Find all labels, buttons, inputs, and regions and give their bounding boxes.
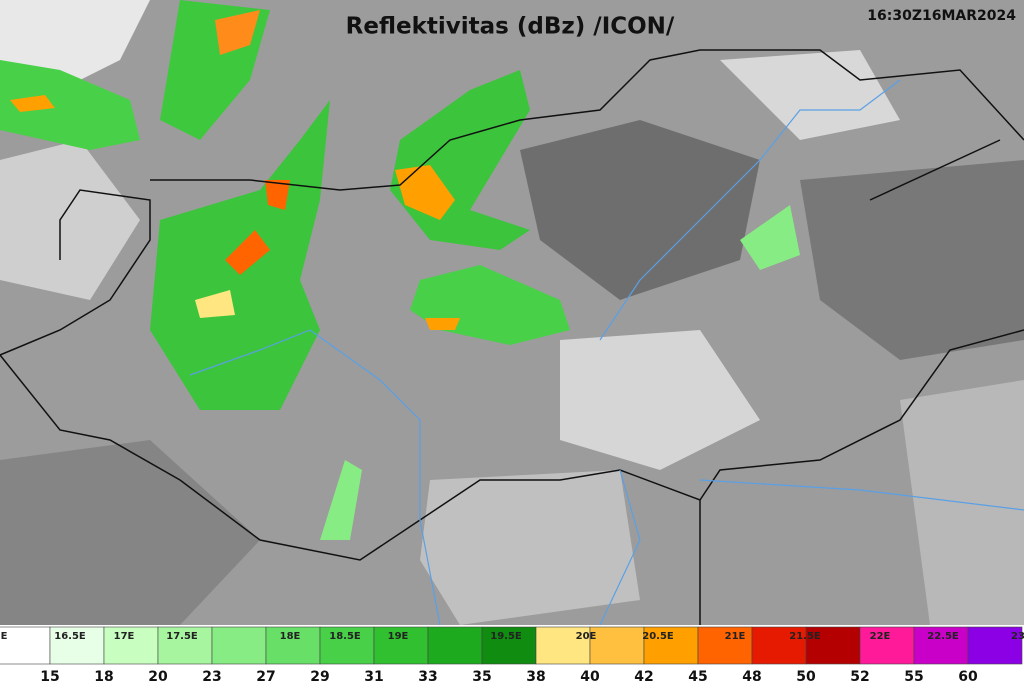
legend-swatch (103, 626, 159, 665)
legend-value: 20 (148, 669, 168, 685)
longitude-label: 18.5E (329, 631, 361, 642)
legend-swatch (265, 626, 321, 665)
longitude-label: E (1, 631, 8, 642)
longitude-label: 17.5E (166, 631, 198, 642)
legend-value: 33 (418, 669, 437, 685)
radar-core (215, 10, 260, 55)
longitude-label: 22.5E (927, 631, 959, 642)
cloud-light (420, 470, 640, 625)
radar-echo (740, 205, 800, 270)
legend-swatch (157, 626, 213, 665)
legend-swatch (913, 626, 969, 665)
legend-swatch (967, 626, 1023, 665)
legend-value: 42 (634, 669, 653, 685)
longitude-label: 19E (388, 631, 409, 642)
longitude-label: 21E (725, 631, 746, 642)
legend-swatch (697, 626, 753, 665)
map-area (0, 0, 1024, 626)
legend-swatch (319, 626, 375, 665)
timestamp: 16:30Z16MAR2024 (867, 8, 1016, 24)
legend-value: 45 (688, 669, 707, 685)
radar-core (225, 230, 270, 275)
legend-value: 50 (796, 669, 816, 685)
legend-swatch (427, 626, 483, 665)
longitude-label: 19.5E (490, 631, 522, 642)
radar-core (425, 318, 460, 330)
legend-value: 31 (364, 669, 383, 685)
map-title: Reflektivitas (dBz) /ICON/ (346, 14, 675, 40)
cloud-dark (520, 120, 760, 300)
legend-value: 23 (202, 669, 221, 685)
radar-core (10, 95, 55, 112)
legend-value: 60 (958, 669, 978, 685)
cloud-dark (800, 160, 1024, 360)
longitude-label: 23 (1011, 631, 1024, 642)
legend-value: 35 (472, 669, 491, 685)
longitude-label: 21.5E (789, 631, 821, 642)
legend-swatch (49, 626, 105, 665)
legend-swatch (481, 626, 537, 665)
cloud-light (720, 50, 900, 140)
radar-core (265, 180, 290, 210)
longitude-label: 16.5E (54, 631, 86, 642)
radar-echo (0, 60, 140, 150)
legend-value: 18 (94, 669, 113, 685)
legend-swatch (0, 626, 51, 665)
legend-swatch (589, 626, 645, 665)
legend-swatch (211, 626, 267, 665)
cloud-light (0, 140, 140, 300)
longitude-label: 20E (576, 631, 597, 642)
legend-swatch (751, 626, 807, 665)
longitude-label: 18E (280, 631, 301, 642)
radar-core (395, 165, 455, 220)
legend-swatch (373, 626, 429, 665)
legend-value: 38 (526, 669, 545, 685)
legend-value: 52 (850, 669, 869, 685)
cloud-dark (0, 440, 260, 625)
radar-core (195, 290, 235, 318)
legend-value: 40 (580, 669, 600, 685)
legend-value: 55 (904, 669, 923, 685)
cloud-light (560, 330, 760, 470)
color-legend: 15 18 20 23 27 29 31 33 35 38 40 42 45 48 50 52 55 60 E 16.… (0, 626, 1024, 685)
longitude-label: 22E (870, 631, 891, 642)
longitude-label: 17E (114, 631, 135, 642)
legend-value: 29 (310, 669, 329, 685)
river-line (189, 79, 1024, 626)
radar-echo (320, 460, 362, 540)
border-line (0, 49, 1024, 625)
legend-value: 48 (742, 669, 761, 685)
legend-value: 27 (256, 669, 275, 685)
legend-value: 15 (40, 669, 59, 685)
longitude-label: 20.5E (642, 631, 674, 642)
